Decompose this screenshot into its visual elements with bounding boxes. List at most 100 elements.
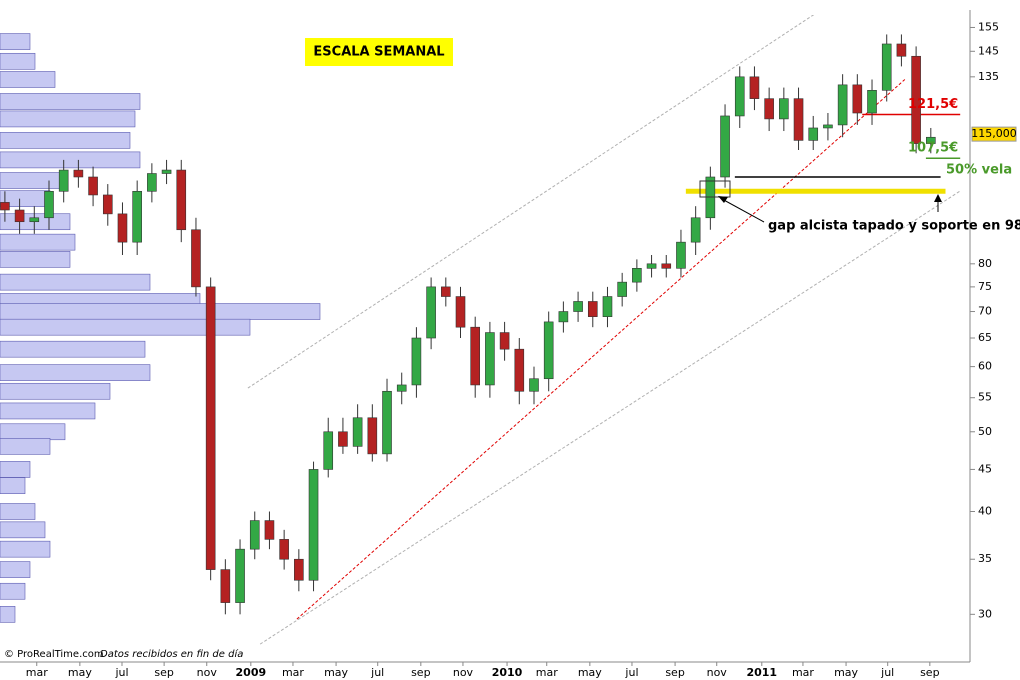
- volume-profile-bar: [0, 561, 31, 578]
- candle-body: [470, 326, 481, 386]
- y-tick-label: 60: [978, 360, 992, 373]
- candle-body: [58, 169, 69, 192]
- candle-body: [147, 173, 157, 192]
- candle-body: [29, 217, 40, 223]
- candle-body: [485, 332, 495, 386]
- candle-body: [881, 43, 892, 91]
- candle-body: [734, 76, 745, 117]
- footer: Datos recibidos en fin de día: [100, 648, 243, 660]
- candle-body: [88, 176, 98, 196]
- candle-body: [602, 296, 613, 317]
- volume-profile-bar: [0, 364, 151, 381]
- footer: © ProRealTime.com: [4, 649, 104, 660]
- candle-body: [749, 76, 760, 99]
- candle-body: [117, 213, 128, 243]
- candle-body: [176, 169, 187, 231]
- volume-profile-bar: [0, 503, 36, 520]
- arrow-head: [934, 194, 942, 202]
- volume-profile-bar: [0, 151, 141, 169]
- volume-profile-bar: [0, 521, 46, 539]
- candle-body: [191, 229, 201, 288]
- y-tick-label: 135: [978, 70, 999, 83]
- chart-title: ESCALA SEMANAL: [313, 45, 444, 60]
- volume-profile-bar: [0, 233, 76, 251]
- volume-profile-bar: [0, 71, 56, 88]
- volume-profile-bar: [0, 382, 111, 400]
- y-tick-label: 45: [978, 462, 992, 475]
- candle-body: [779, 98, 789, 120]
- x-tick-label: 2010: [492, 666, 523, 679]
- x-tick-label: may: [578, 666, 602, 679]
- annotation: gap alcista tapado y soporte en 98€: [768, 219, 1020, 234]
- x-tick-label: may: [324, 666, 348, 679]
- candle-body: [646, 263, 657, 269]
- candle-body: [338, 431, 348, 447]
- volume-profile-bar: [0, 438, 51, 455]
- x-tick-label: jul: [624, 666, 638, 679]
- candle-body: [926, 136, 936, 144]
- candle-body: [573, 301, 583, 312]
- candle-body: [294, 558, 304, 581]
- candle-body: [764, 98, 774, 120]
- candle-body: [441, 286, 451, 297]
- candle-body: [396, 384, 407, 392]
- candle-body: [867, 90, 877, 114]
- candle-body: [720, 115, 730, 178]
- candle-body: [543, 321, 554, 380]
- x-tick-label: mar: [792, 666, 814, 679]
- candle-body: [220, 569, 231, 603]
- x-tick-label: sep: [411, 666, 430, 679]
- candle-body: [382, 390, 392, 455]
- y-tick-label: 50: [978, 425, 992, 438]
- candle-body: [264, 520, 275, 540]
- candle-body: [793, 98, 804, 141]
- x-tick-label: mar: [26, 666, 48, 679]
- candle-body: [455, 296, 466, 328]
- volume-profile-bar: [0, 303, 321, 320]
- y-tick-label: 65: [978, 331, 992, 344]
- y-tick-label: 75: [978, 280, 992, 293]
- candle-body: [161, 169, 172, 174]
- candle-body: [0, 202, 10, 211]
- candle-body: [661, 263, 672, 269]
- trend-line: [296, 79, 906, 620]
- candle-body: [249, 520, 260, 550]
- x-tick-label: mar: [282, 666, 304, 679]
- candle-body: [558, 311, 569, 323]
- volume-profile-bar: [0, 33, 31, 50]
- volume-profile-bar: [0, 52, 36, 70]
- volume-profile-bar: [0, 251, 71, 268]
- candle-body: [896, 43, 907, 57]
- x-tick-label: jul: [880, 666, 894, 679]
- y-tick-label: 145: [978, 44, 999, 57]
- candle-body: [279, 539, 289, 560]
- x-tick-label: may: [834, 666, 858, 679]
- volume-profile-bar: [0, 110, 136, 128]
- x-tick-label: may: [68, 666, 92, 679]
- arrow-head: [718, 196, 728, 203]
- annotation: 50% vela: [946, 163, 1012, 178]
- candle-body: [426, 286, 436, 339]
- volume-profile-bar: [0, 606, 16, 623]
- candle-body: [632, 268, 642, 283]
- x-tick-label: mar: [536, 666, 558, 679]
- candle-body: [529, 378, 539, 392]
- x-tick-label: jul: [114, 666, 128, 679]
- last-price-box: [971, 126, 1017, 142]
- candle-body: [837, 84, 848, 126]
- volume-profile-bar: [0, 172, 61, 189]
- candle-body: [205, 286, 216, 570]
- gap-box: [699, 180, 731, 198]
- volume-profile-bar: [0, 402, 96, 420]
- trend-line: [259, 190, 960, 645]
- x-tick-label: sep: [920, 666, 939, 679]
- candle-body: [852, 84, 863, 114]
- level-label: 107,5€: [908, 141, 958, 156]
- last-price-label: 115,000: [971, 127, 1017, 140]
- volume-profile-bar: [0, 318, 251, 336]
- y-tick-label: 70: [978, 305, 992, 318]
- y-tick-label: 30: [978, 607, 992, 620]
- y-tick-label: 80: [978, 257, 992, 270]
